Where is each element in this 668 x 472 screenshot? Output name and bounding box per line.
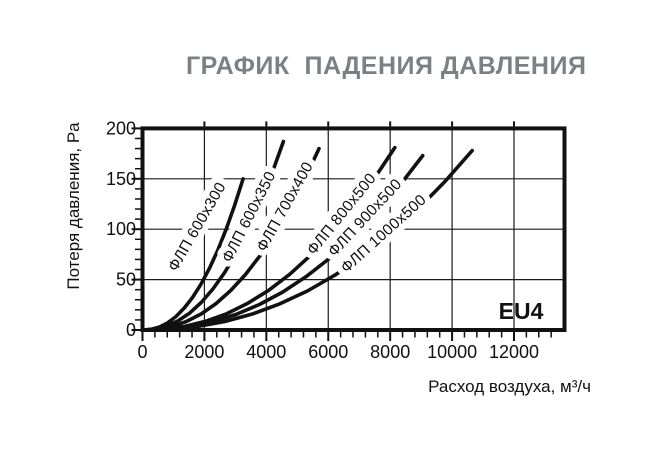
y-tick-label-150: 150 bbox=[106, 169, 136, 189]
plot-frame bbox=[140, 126, 567, 332]
axis-ticks bbox=[131, 121, 552, 341]
page-title: ГРАФИК ПАДЕНИЯ ДАВЛЕНИЯ bbox=[186, 52, 587, 80]
series-label-0: ФЛП 600x300 bbox=[165, 179, 230, 274]
x-tick-label-6000: 6000 bbox=[308, 342, 348, 362]
filter-class-annotation: EU4 bbox=[499, 298, 544, 324]
y-tick-label-50: 50 bbox=[116, 270, 136, 290]
x-tick-label-2000: 2000 bbox=[184, 342, 224, 362]
tick-labels: 0 2000 4000 6000 8000 10000 12000 0 50 100 150 200 bbox=[106, 118, 539, 362]
x-tick-label-8000: 8000 bbox=[370, 342, 410, 362]
x-axis-title: Расход воздуха, м³/ч bbox=[428, 377, 591, 396]
y-tick-label-100: 100 bbox=[106, 219, 136, 239]
gridlines bbox=[142, 128, 565, 330]
series-curve-5 bbox=[140, 148, 475, 332]
x-tick-label-10000: 10000 bbox=[427, 342, 477, 362]
x-tick-label-12000: 12000 bbox=[489, 342, 539, 362]
x-tick-label-4000: 4000 bbox=[246, 342, 286, 362]
series-curves bbox=[140, 139, 475, 332]
y-tick-label-200: 200 bbox=[106, 118, 136, 138]
y-tick-label-0: 0 bbox=[126, 320, 136, 340]
y-axis-title: Потеря давления, Pa bbox=[64, 122, 83, 290]
x-tick-label-0: 0 bbox=[137, 342, 147, 362]
